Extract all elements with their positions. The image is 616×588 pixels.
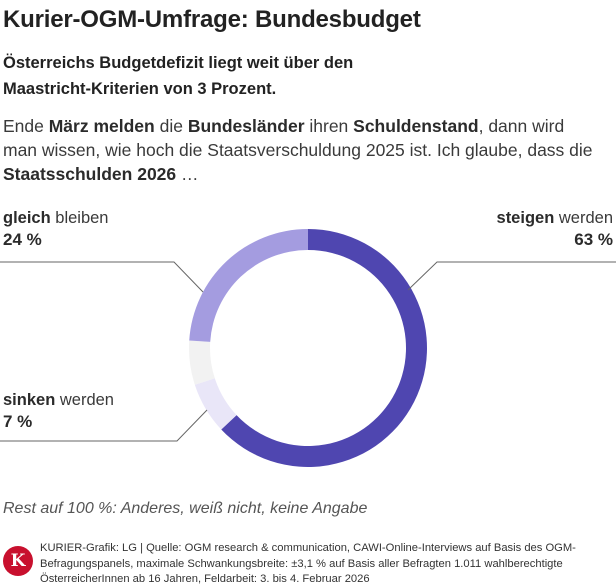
question-text-5: … <box>176 164 199 184</box>
label-sinken: sinken werden 7 % <box>3 389 114 433</box>
slice-gleich <box>189 229 308 342</box>
question-bold-1: März melden <box>48 116 155 136</box>
survey-question: Ende März melden die Bundesländer ihren … <box>3 114 603 186</box>
label-sinken-text: werden <box>55 391 114 409</box>
question-bold-3: Schuldenstand <box>353 116 479 136</box>
label-steigen-value: 63 % <box>574 230 613 249</box>
leader-line-gleich <box>0 261 204 293</box>
question-text-4: , dann wird man wissen, wie hoch die Sta… <box>3 116 593 160</box>
label-gleich: gleich bleiben 24 % <box>3 207 109 251</box>
kurier-logo: K <box>3 546 33 576</box>
label-gleich-value: 24 % <box>3 230 42 249</box>
question-bold-4: Staatsschulden 2026 <box>3 164 177 184</box>
label-steigen: steigen werden 63 % <box>497 207 613 251</box>
label-steigen-text: werden <box>554 209 613 227</box>
slice-steigen <box>221 229 427 468</box>
label-steigen-keyword: steigen <box>496 209 555 227</box>
label-gleich-keyword: gleich <box>3 209 51 227</box>
slice-rest <box>189 340 215 385</box>
chart-subtitle: Österreichs Budgetdefizit liegt weit übe… <box>3 54 354 98</box>
footnote-rest: Rest auf 100 %: Anderes, weiß nicht, kei… <box>3 500 368 517</box>
leader-line-sinken <box>0 409 208 442</box>
label-gleich-text: bleiben <box>50 209 109 227</box>
chart-title: Kurier-OGM-Umfrage: Bundesbudget <box>3 6 421 33</box>
label-sinken-value: 7 % <box>3 412 33 431</box>
question-text-1: Ende <box>3 116 49 136</box>
donut-slices <box>189 229 427 468</box>
leader-line-steigen <box>407 261 616 291</box>
slice-sinken <box>194 378 237 430</box>
label-sinken-keyword: sinken <box>3 391 56 409</box>
source-text: KURIER-Grafik: LG | Quelle: OGM research… <box>40 542 576 585</box>
question-bold-2: Bundesländer <box>187 116 305 136</box>
question-text-2: die <box>154 116 188 136</box>
question-text-3: ihren <box>304 116 354 136</box>
